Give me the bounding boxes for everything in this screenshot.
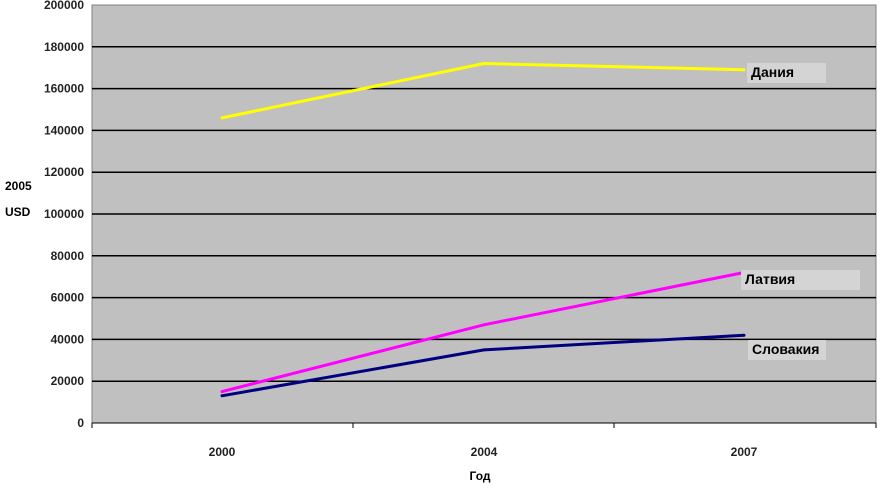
y-axis-title-line-1: 2005 [5,179,32,193]
y-tick-label: 60000 [51,291,85,305]
y-axis-title-line-2: USD [5,205,31,219]
series-label: Дания [751,64,794,80]
x-tick-label: 2000 [209,445,236,459]
x-tick-label: 2007 [731,445,758,459]
series-label: Словакия [752,341,819,357]
x-tick-label: 2004 [471,445,498,459]
y-tick-label: 200000 [44,0,84,12]
series-label-background [747,63,826,83]
data-point [742,68,746,72]
y-tick-label: 0 [77,416,84,430]
series-labels: Дания Латвия Словакия [741,63,860,360]
data-point [742,333,746,337]
x-axis-title: Год [470,469,491,483]
y-tick-label: 80000 [51,249,85,263]
y-tick-label: 100000 [44,207,84,221]
data-point [482,62,486,65]
series-label: Латвия [745,271,795,287]
data-point [220,394,224,398]
data-point [482,323,486,327]
data-point [482,348,486,352]
y-tick-label: 140000 [44,123,84,137]
y-tick-label: 40000 [51,332,85,346]
data-point [220,390,224,394]
y-tick-label: 160000 [44,82,84,96]
series-label-background [741,270,860,290]
y-tick-label: 120000 [44,165,84,179]
y-tick-label: 20000 [51,374,85,388]
y-tick-label: 180000 [44,40,84,54]
y-tick-labels: 0 20000 40000 60000 80000 100000 120000 140000 1… [44,0,84,430]
series-label-background [748,340,826,360]
gridlines [92,46,876,382]
data-point [220,116,224,120]
x-tick-labels: 2000 2004 2007 [91,423,877,459]
series-lines [220,62,746,398]
